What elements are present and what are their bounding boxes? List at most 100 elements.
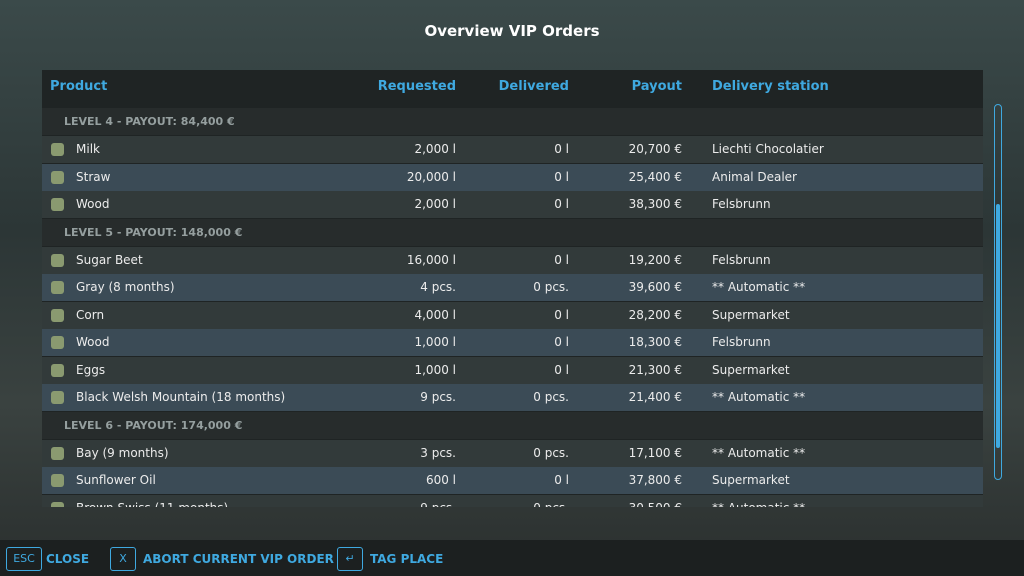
table-body: LEVEL 4 - PAYOUT: 84,400 € Milk 2,000 l 0 l… (42, 108, 983, 507)
cell: 28,200 € (628, 307, 682, 322)
product-icon (51, 363, 64, 377)
cell: 19,200 € (628, 252, 682, 267)
cell: Animal Dealer (712, 169, 797, 184)
cell: Gray (8 months) (76, 280, 175, 294)
cell: Black Welsh Mountain (18 months) (76, 390, 286, 404)
product-icon (51, 253, 64, 267)
level-title: LEVEL 5 - PAYOUT: 148,000 € (64, 225, 243, 239)
cell: Felsbrunn (712, 335, 771, 349)
cell: 37,800 € (628, 473, 682, 487)
button-label[interactable]: CLOSE (46, 552, 90, 566)
cell: ** Automatic ** (712, 495, 972, 508)
column-header[interactable]: Payout (631, 79, 682, 94)
product-icon (51, 336, 64, 349)
cell: 4,000 l (414, 307, 456, 322)
cell: Felsbrunn (712, 252, 771, 267)
key-hint[interactable]: ESC (6, 547, 42, 571)
cell: 0 l (554, 169, 569, 184)
cell: 39,600 € (628, 280, 682, 294)
product-icon (51, 198, 64, 211)
cell: Liechti Chocolatier (712, 142, 824, 156)
cell: ** Automatic ** (712, 390, 806, 404)
order-row: Corn 4,000 l 0 l 28,200 € Supermarket (42, 301, 983, 329)
cell: 0 pcs. (533, 280, 569, 294)
cell: 30,500 € (532, 495, 682, 508)
cell: 9 pcs. (420, 390, 456, 404)
cell: 0 l (554, 252, 569, 267)
cell: 0 l (554, 473, 569, 487)
cell: 0 l (554, 307, 569, 322)
cell: Brown Swiss (11 months) (76, 495, 336, 508)
cell: 4 pcs. (420, 280, 456, 294)
cell: Sugar Beet (76, 252, 143, 267)
level-row: LEVEL 5 - PAYOUT: 148,000 € (42, 218, 983, 246)
cell: 20,000 l (406, 169, 456, 184)
cell: Supermarket (712, 307, 790, 322)
cell: Corn (76, 307, 105, 322)
column-header[interactable]: Requested (377, 79, 456, 94)
scroll-thumb[interactable] (996, 204, 1000, 448)
cell: 20,700 € (628, 142, 682, 156)
cell: 2,000 l (414, 197, 456, 211)
cell: ** Automatic ** (712, 445, 806, 460)
column-header[interactable]: Product (50, 79, 108, 94)
cell: ** Automatic ** (712, 280, 806, 294)
level-row: LEVEL 6 - PAYOUT: 174,000 € (42, 411, 983, 439)
cell: 0 pcs. (533, 445, 569, 460)
order-row: Bay (9 months) 3 pcs. 0 pcs. 17,100 € ** Aut… (42, 439, 983, 467)
cell: Wood (76, 335, 110, 349)
order-row: Wood 1,000 l 0 l 18,300 € Felsbrunn (42, 329, 983, 356)
cell: 38,300 € (628, 197, 682, 211)
product-icon (51, 501, 64, 507)
button-label[interactable]: TAG PLACE (370, 552, 444, 566)
cell: 17,100 € (628, 445, 682, 460)
column-header[interactable]: Delivery station (712, 79, 829, 94)
cell: 25,400 € (628, 169, 682, 184)
cell: 16,000 l (406, 252, 456, 267)
cell: Bay (9 months) (76, 445, 169, 460)
cell: Supermarket (712, 473, 790, 487)
cell: Straw (76, 169, 111, 184)
order-row: Sugar Beet 16,000 l 0 l 19,200 € Felsbrunn (42, 246, 983, 274)
key-hint[interactable]: X (110, 547, 136, 571)
product-icon (51, 391, 64, 404)
cell: 21,400 € (628, 390, 682, 404)
product-icon (51, 474, 64, 487)
product-icon (51, 281, 64, 294)
key-hint[interactable]: ↵ (337, 547, 363, 571)
order-row: Eggs 1,000 l 0 l 21,300 € Supermarket (42, 356, 983, 384)
cell: 0 l (554, 335, 569, 349)
cell: 1,000 l (414, 362, 456, 377)
product-icon (51, 446, 64, 460)
footer-bar: ESC CLOSE X ABORT CURRENT VIP ORDER ↵ TAG PLA… (0, 540, 1024, 576)
cell: Milk (76, 142, 100, 156)
cell: 1,000 l (414, 335, 456, 349)
cell: 0 l (554, 197, 569, 211)
orders-table: LEVEL 4 - PAYOUT: 84,400 € Milk 2,000 l 0 l… (42, 70, 983, 507)
cell: Eggs (76, 362, 106, 377)
order-row: Gray (8 months) 4 pcs. 0 pcs. 39,600 € ** Au… (42, 274, 983, 301)
cell: Supermarket (712, 362, 790, 377)
product-icon (51, 308, 64, 322)
cell: 18,300 € (628, 335, 682, 349)
cell: 0 l (554, 142, 569, 156)
order-row: Wood 2,000 l 0 l 38,300 € Felsbrunn (42, 191, 983, 218)
level-row: LEVEL 4 - PAYOUT: 84,400 € (42, 108, 983, 135)
cell: 21,300 € (628, 362, 682, 377)
order-row: Brown Swiss (11 months)9 pcs.0 pcs.30,50… (42, 494, 983, 508)
product-icon (51, 143, 64, 156)
title: Overview VIP Orders (424, 22, 600, 40)
cell: 9 pcs. (292, 495, 456, 508)
order-row: Milk 2,000 l 0 l 20,700 € Liechti Chocolatie… (42, 136, 983, 163)
cell: Wood (76, 197, 110, 211)
button-label[interactable]: ABORT CURRENT VIP ORDER (143, 552, 334, 566)
order-row: Sunflower Oil 600 l 0 l 37,800 € Supermarket (42, 467, 983, 494)
cell: Sunflower Oil (76, 473, 156, 487)
cell: 0 l (554, 362, 569, 377)
cell: 3 pcs. (420, 445, 456, 460)
column-header[interactable]: Delivered (498, 79, 569, 94)
order-row: Black Welsh Mountain (18 months) 9 pcs. 0 … (42, 384, 983, 411)
cell: 0 pcs. (533, 390, 569, 404)
scrollbar[interactable] (994, 104, 1002, 480)
